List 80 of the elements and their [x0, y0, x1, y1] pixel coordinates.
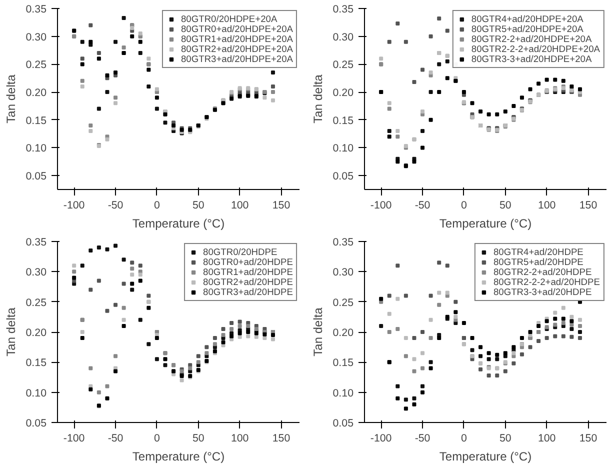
- legend-label: 80GTR2-2+ad/20HDPE: [493, 267, 592, 277]
- y-axis-title: Tan delta: [310, 74, 325, 124]
- x-tick-label: 100: [230, 432, 249, 444]
- y-axis-title: Tan delta: [4, 74, 18, 124]
- x-tick-label: 100: [230, 200, 249, 212]
- x-tick-label: 50: [192, 432, 204, 444]
- y-tick-label: 0.20: [26, 87, 47, 100]
- x-tick-label: 150: [579, 200, 598, 212]
- x-tick-label: 150: [579, 432, 598, 444]
- x-tick-label: 150: [272, 200, 290, 212]
- x-tick-label: 100: [538, 432, 556, 444]
- y-tick-label: 0.10: [332, 387, 354, 400]
- legend-label: 80GTR2-2+ad/20HDPE+20A: [471, 34, 592, 44]
- x-tick-label: -100: [63, 200, 85, 212]
- y-tick-label: 0.15: [26, 114, 47, 127]
- y-tick-label: 0.05: [26, 418, 47, 430]
- legend-label: 80GTR1+ad/20HDPE: [203, 267, 293, 277]
- x-tick-label: 150: [272, 432, 290, 444]
- y-tick-label: 0.35: [26, 236, 47, 248]
- legend-label: 80GTR5+ad/20HDPE+20A: [471, 24, 584, 34]
- x-tick-label: -50: [108, 200, 124, 212]
- x-tick-label: -50: [414, 432, 430, 444]
- legend-label: 80GTR1+ad/20HDPE+20A: [180, 34, 293, 44]
- legend-label: 80GTR2+ad/20HDPE+20A: [180, 44, 293, 54]
- y-tick-label: 0.30: [332, 31, 354, 44]
- y-tick-label: 0.15: [332, 357, 354, 370]
- x-axis-title: Temperature (°C): [439, 450, 532, 464]
- legend-label: 80GTR0/20HDPE+20A: [180, 14, 278, 24]
- y-tick-label: 0.25: [332, 296, 354, 309]
- x-axis-title: Temperature (°C): [439, 216, 532, 230]
- x-tick-label: -50: [414, 200, 430, 212]
- y-tick-label: 0.25: [26, 59, 47, 72]
- y-tick-label: 0.25: [332, 59, 354, 72]
- legend-label: 80GTR2+ad/20HDPE: [203, 277, 293, 287]
- x-tick-label: 0: [154, 432, 160, 444]
- y-tick-label: 0.20: [26, 327, 47, 339]
- x-tick-label: 0: [460, 432, 467, 444]
- y-tick-label: 0.30: [26, 266, 47, 279]
- legend-label: 80GTR3-3+ad/20HDPE: [493, 287, 592, 297]
- legend-label: 80GTR2-2-2+ad/20HDPE+20A: [471, 44, 600, 54]
- x-tick-label: -50: [108, 432, 124, 444]
- legend-label: 80GTR0+ad/20HDPE: [203, 257, 293, 267]
- x-tick-label: 100: [538, 200, 556, 212]
- x-axis-title: Temperature (°C): [132, 450, 225, 464]
- y-tick-label: 0.30: [332, 266, 354, 279]
- x-tick-label: 0: [154, 200, 160, 212]
- legend-label: 80GTR3+ad/20HDPE+20A: [180, 54, 293, 64]
- y-tick-label: 0.05: [332, 418, 354, 430]
- x-tick-label: 0: [460, 200, 467, 212]
- y-tick-label: 0.30: [26, 31, 47, 44]
- x-axis-title: Temperature (°C): [132, 216, 225, 230]
- y-tick-label: 0.10: [332, 142, 354, 155]
- y-tick-label: 0.15: [26, 357, 47, 370]
- x-tick-label: 50: [499, 432, 512, 444]
- legend-label: 80GTR2-2-2+ad/20HDPE: [493, 277, 600, 287]
- y-tick-label: 0.05: [26, 170, 47, 183]
- x-tick-label: -100: [370, 432, 392, 444]
- y-tick-label: 0.20: [332, 87, 354, 100]
- y-tick-label: 0.10: [26, 142, 47, 155]
- legend-label: 80GTR0+ad/20HDPE+20A: [180, 24, 293, 34]
- y-axis-title: Tan delta: [4, 307, 18, 356]
- y-tick-label: 0.35: [332, 236, 354, 248]
- y-tick-label: 0.10: [26, 387, 47, 400]
- y-tick-label: 0.35: [26, 4, 47, 16]
- x-tick-label: -100: [370, 200, 392, 212]
- legend-label: 80GTR4+ad/20HDPE+20A: [471, 14, 584, 24]
- y-tick-label: 0.20: [332, 327, 354, 339]
- x-tick-label: -100: [63, 432, 85, 444]
- y-tick-label: 0.15: [332, 114, 354, 127]
- y-tick-label: 0.05: [332, 170, 354, 183]
- y-tick-label: 0.25: [26, 296, 47, 309]
- legend-label: 80GTR5+ad/20HDPE: [493, 257, 584, 267]
- legend-label: 80GTR3+ad/20HDPE: [203, 287, 293, 297]
- y-tick-label: 0.35: [332, 4, 354, 16]
- x-tick-label: 50: [499, 200, 512, 212]
- legend-label: 80GTR0/20HDPE: [203, 247, 278, 257]
- x-tick-label: 50: [192, 200, 204, 212]
- y-axis-title: Tan delta: [310, 307, 325, 356]
- legend-label: 80GTR3-3+ad/20HDPE+20A: [471, 54, 592, 64]
- legend-label: 80GTR4+ad/20HDPE: [493, 247, 584, 257]
